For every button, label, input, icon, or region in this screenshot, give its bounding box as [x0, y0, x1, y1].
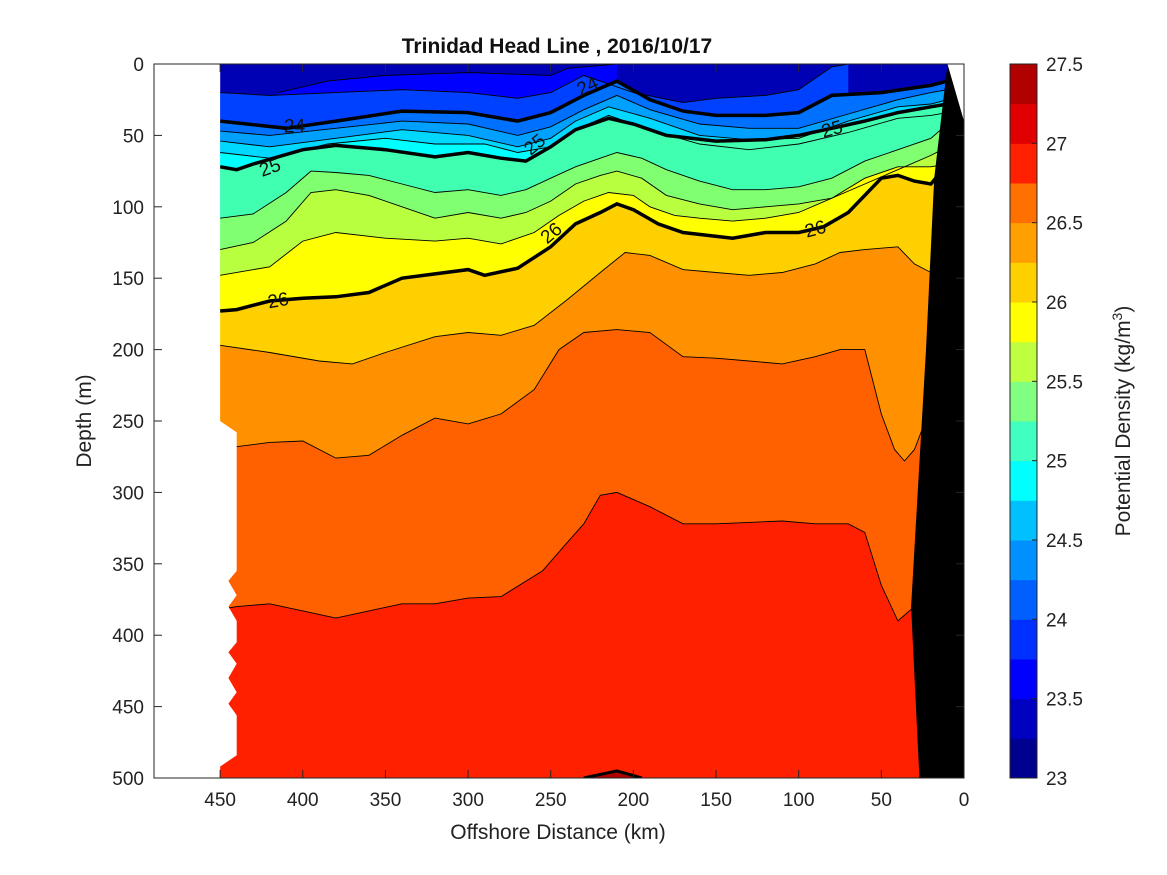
colorbar-segment — [1010, 64, 1037, 105]
bathymetry — [911, 64, 964, 778]
y-tick-label: 0 — [133, 55, 144, 76]
isopycnal-26-75 — [220, 491, 924, 622]
y-tick-label: 350 — [112, 555, 144, 576]
y-tick-label: 300 — [112, 483, 144, 504]
colorbar-segment — [1010, 143, 1037, 184]
colorbar-label-main: Potential Density (kg/m — [1112, 320, 1135, 536]
y-tick-label: 450 — [112, 698, 144, 719]
colorbar-tick-label: 23 — [1046, 769, 1067, 790]
y-axis: 0 50 100 150 200 250 300 350 400 450 500 — [112, 55, 964, 790]
band-26-75 — [220, 492, 923, 778]
y-tick-label: 200 — [112, 341, 144, 362]
colorbar-segment — [1010, 302, 1037, 343]
colorbar-segment — [1010, 421, 1037, 462]
x-tick-label: 450 — [204, 790, 236, 811]
y-tick-label: 500 — [112, 769, 144, 790]
colorbar-label-end: ) — [1112, 306, 1135, 313]
x-tick-label: 100 — [783, 790, 815, 811]
isopycnal-26 — [219, 162, 949, 313]
y-tick-label: 250 — [112, 412, 144, 433]
x-tick-label: 50 — [871, 790, 892, 811]
colorbar-tick-label: 27 — [1046, 134, 1067, 155]
colorbar-segment — [1010, 381, 1037, 422]
x-tick-label: 200 — [618, 790, 650, 811]
colorbar: 23 23.5 24 24.5 25 25.5 26 26.5 27 27.5 — [1009, 55, 1083, 790]
isopycnal-25-25 — [220, 123, 948, 219]
colorbar-segment — [1010, 619, 1037, 660]
colorbar-segment — [1010, 500, 1037, 541]
colorbar-label-sup: 3 — [1109, 312, 1125, 320]
colorbar-frame — [1009, 63, 1038, 779]
chart-title: Trinidad Head Line , 2016/10/17 — [402, 35, 712, 58]
colorbar-label: Potential Density (kg/m3) — [1109, 306, 1135, 537]
isopycnal-25 — [219, 102, 948, 172]
x-axis: 450 400 350 300 250 200 150 100 50 0 — [204, 64, 969, 811]
isopycnal-26-5 — [219, 329, 940, 462]
x-tick-label: 0 — [959, 790, 970, 811]
colorbar-segment — [1010, 262, 1037, 303]
colorbar-segment — [1010, 341, 1037, 382]
density-contour-fills — [220, 64, 964, 778]
x-tick-label: 150 — [700, 790, 732, 811]
masks — [154, 64, 964, 778]
y-tick-label: 400 — [112, 626, 144, 647]
isopycnal-label-text: 24 — [284, 116, 306, 137]
colorbar-tick-label: 24.5 — [1046, 531, 1083, 552]
isopycnal-25-75 — [220, 163, 948, 276]
colorbar-segment — [1010, 460, 1037, 501]
colorbar-segment — [1010, 579, 1037, 620]
y-tick-label: 50 — [123, 126, 144, 147]
isopycnal-24-5 — [220, 99, 948, 148]
colorbar-segment — [1010, 698, 1037, 739]
colorbar-tick-label: 25.5 — [1046, 372, 1083, 393]
colorbar-tick-label: 27.5 — [1046, 55, 1083, 76]
colorbar-tick-label: 26 — [1046, 293, 1067, 314]
isopycnal-23-5 — [277, 64, 617, 94]
shore-mask — [947, 64, 964, 122]
isopycnal-lines — [219, 64, 949, 778]
x-tick-label: 350 — [370, 790, 402, 811]
x-axis-label: Offshore Distance (km) — [450, 821, 666, 844]
isopycnal-label-0: 24 — [284, 116, 306, 137]
x-tick-label: 400 — [287, 790, 319, 811]
no-data-mask — [154, 64, 237, 778]
isopycnal-26-25 — [220, 246, 948, 365]
isopycnal-23-75 — [220, 64, 849, 104]
colorbar-tick-label: 23.5 — [1046, 690, 1083, 711]
colorbar-segment — [1010, 540, 1037, 581]
isopycnal-24 — [219, 79, 948, 131]
isopycnal-24-25 — [220, 89, 948, 136]
y-tick-label: 100 — [112, 198, 144, 219]
colorbar-tick-label: 24 — [1046, 610, 1068, 631]
isopycnal-25-5 — [220, 146, 948, 251]
x-tick-label: 250 — [535, 790, 567, 811]
colorbar-segment — [1010, 222, 1037, 263]
y-tick-label: 150 — [112, 269, 144, 290]
colorbar-segment — [1010, 659, 1037, 700]
colorbar-segment — [1010, 183, 1037, 224]
colorbar-segment — [1010, 103, 1037, 144]
colorbar-tick-label: 25 — [1046, 452, 1067, 473]
isopycnal-label-5: 26 — [266, 289, 290, 313]
x-tick-label: 300 — [452, 790, 484, 811]
y-axis-label: Depth (m) — [73, 374, 96, 467]
isopycnal-label-text: 26 — [266, 289, 290, 313]
colorbar-segment — [1010, 738, 1037, 779]
colorbar-tick-label: 26.5 — [1046, 214, 1083, 235]
